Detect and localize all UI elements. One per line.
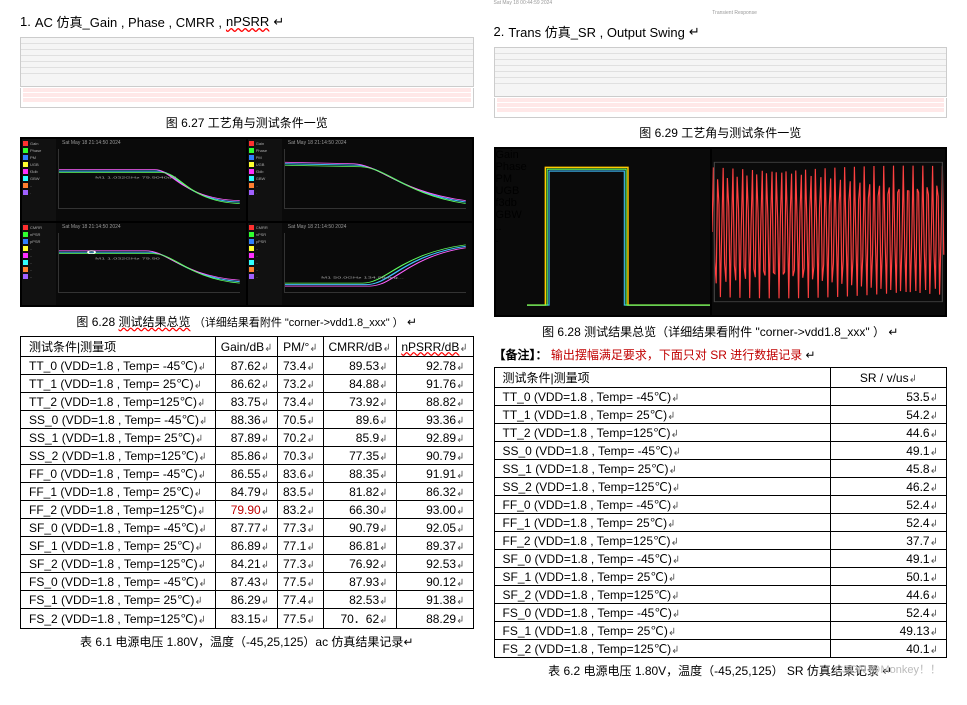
sim-panel-right: GainPhasePMUGBf3dbGBW... Sat May 18 00:4… <box>494 147 948 317</box>
param-pinkbar-right <box>494 98 948 118</box>
table-row: SS_1 (VDD=1.8 , Temp= 25℃)↲45.8↲ <box>494 460 947 478</box>
svg-text:M1 1.032GHz 79.90: M1 1.032GHz 79.90 <box>95 257 160 260</box>
table-row: SS_2 (VDD=1.8 , Temp=125℃)↲46.2↲ <box>494 478 947 496</box>
table-row: FF_0 (VDD=1.8 , Temp= -45℃)↲86.55↲83.6↲8… <box>21 465 474 483</box>
th-sr: SR / v/us↲ <box>830 368 946 388</box>
th-cmrr: CMRR/dB↲ <box>323 337 396 357</box>
ret-icon: ↵ <box>806 348 816 362</box>
table-row: SF_1 (VDD=1.8 , Temp= 25℃)↲86.89↲77.1↲86… <box>21 537 474 555</box>
plot-cmrr: CMRRnPSRpPSR.......... Sat May 18 21:14:… <box>22 223 246 305</box>
ret-icon: ↵ <box>689 24 700 40</box>
cap-paren: （详细结果看附件 "corner->vdd1.8_xxx" ） <box>194 317 404 329</box>
param-table-thumb-left <box>20 37 474 87</box>
plot-title: Transient Response <box>712 10 757 16</box>
table-row: TT_2 (VDD=1.8 , Temp=125℃)↲44.6↲ <box>494 424 947 442</box>
heading-text: AC 仿真_Gain , Phase , CMRR , <box>35 12 222 31</box>
table-row: TT_0 (VDD=1.8 , Temp= -45℃)↲87.62↲73.4↲8… <box>21 357 474 375</box>
table-row: SF_2 (VDD=1.8 , Temp=125℃)↲84.21↲77.3↲76… <box>21 555 474 573</box>
table-row: FS_2 (VDD=1.8 , Temp=125℃)↲40.1↲ <box>494 640 947 658</box>
th-gain: Gain/dB↲ <box>216 337 278 357</box>
right-column: 2. Trans 仿真_SR , Output Swing ↵ 图 6.29 工… <box>494 8 948 679</box>
table-row: SF_0 (VDD=1.8 , Temp= -45℃)↲49.1↲ <box>494 550 947 568</box>
left-table-caption: 表 6.1 电源电压 1.80V，温度（-45,25,125）ac 仿真结果记录… <box>20 633 474 650</box>
caption-628-left: 图 6.28 测试结果总览 （详细结果看附件 "corner->vdd1.8_x… <box>20 313 474 330</box>
caption-627: 图 6.27 工艺角与测试条件一览 <box>20 114 474 131</box>
table-row: TT_2 (VDD=1.8 , Temp=125℃)↲83.75↲73.4↲73… <box>21 393 474 411</box>
table-row: TT_1 (VDD=1.8 , Temp= 25℃)↲54.2↲ <box>494 406 947 424</box>
plot-sr: GainPhasePMUGBf3dbGBW... Sat May 18 00:4… <box>496 149 711 315</box>
heading-wavy: nPSRR <box>226 14 269 29</box>
plot-title: Sat May 18 00:44:59 2024 <box>494 0 553 6</box>
th-npsrr: nPSRR/dB↲ <box>396 337 473 357</box>
th-cond: 测试条件|测量项 <box>494 368 830 388</box>
th-pm: PM/°↲ <box>278 337 324 357</box>
left-column: 1. AC 仿真_Gain , Phase , CMRR , nPSRR ↵ 图… <box>20 8 474 679</box>
table-row: SF_2 (VDD=1.8 , Temp=125℃)↲44.6↲ <box>494 586 947 604</box>
table-row: FS_2 (VDD=1.8 , Temp=125℃)↲83.15↲77.5↲70… <box>21 609 474 629</box>
cap-num: 图 6.28 <box>76 315 115 329</box>
table-row: SS_1 (VDD=1.8 , Temp= 25℃)↲87.89↲70.2↲85… <box>21 429 474 447</box>
cap-main: 测试结果总览 <box>118 315 190 329</box>
heading-num: 2. <box>494 24 505 39</box>
beizhu-line: 【备注】： 输出摆幅满足要求，下面只对 SR 进行数据记录 ↵ <box>494 346 948 363</box>
cap-num: 图 6.28 <box>542 325 581 339</box>
svg-text:M1 50.0GHz 134.98deg...: M1 50.0GHz 134.98deg... <box>321 277 404 280</box>
heading-ret: ↵ <box>273 14 284 30</box>
right-results-table: 测试条件|测量项 SR / v/us↲ TT_0 (VDD=1.8 , Temp… <box>494 367 948 658</box>
beizhu-label: 【备注】： <box>494 348 548 362</box>
plot-npsrr: CMRRnPSRpPSR.......... Sat May 18 21:14:… <box>248 223 472 305</box>
param-table-thumb-right <box>494 47 948 97</box>
table-row: SF_0 (VDD=1.8 , Temp= -45℃)↲87.77↲77.3↲9… <box>21 519 474 537</box>
table-row: FF_2 (VDD=1.8 , Temp=125℃)↲79.90↲83.2↲66… <box>21 501 474 519</box>
plot-swing: Transient Response <box>712 149 945 315</box>
table-row: SS_2 (VDD=1.8 , Temp=125℃)↲85.86↲70.3↲77… <box>21 447 474 465</box>
plot-gain: GainPhasePMUGBf3dbGBW... Sat May 18 21:1… <box>22 139 246 221</box>
plot-title: Sat May 18 21:14:50 2024 <box>62 140 121 146</box>
ret-icon: ↵ <box>888 325 898 339</box>
caption-628-right: 图 6.28 测试结果总览（详细结果看附件 "corner->vdd1.8_xx… <box>494 323 948 340</box>
table-row: FF_1 (VDD=1.8 , Temp= 25℃)↲84.79↲83.5↲81… <box>21 483 474 501</box>
table-row: FF_0 (VDD=1.8 , Temp= -45℃)↲52.4↲ <box>494 496 947 514</box>
left-heading: 1. AC 仿真_Gain , Phase , CMRR , nPSRR ↵ <box>20 12 474 31</box>
heading-text: Trans 仿真_SR , Output Swing <box>508 22 685 41</box>
plot-phase: GainPhasePMUGBf3dbGBW... Sat May 18 21:1… <box>248 139 472 221</box>
table-row: TT_1 (VDD=1.8 , Temp= 25℃)↲86.62↲73.2↲84… <box>21 375 474 393</box>
plot-title: Sat May 18 21:14:50 2024 <box>288 140 347 146</box>
param-pinkbar-left <box>20 88 474 108</box>
table-row: TT_0 (VDD=1.8 , Temp= -45℃)↲53.5↲ <box>494 388 947 406</box>
ret-icon: ↵ <box>407 315 417 329</box>
caption-629: 图 6.29 工艺角与测试条件一览 <box>494 124 948 141</box>
right-heading: 2. Trans 仿真_SR , Output Swing ↵ <box>494 22 948 41</box>
th-cond: 测试条件|测量项 <box>21 337 216 357</box>
heading-num: 1. <box>20 14 31 29</box>
table-row: FS_0 (VDD=1.8 , Temp= -45℃)↲52.4↲ <box>494 604 947 622</box>
table-row: SS_0 (VDD=1.8 , Temp= -45℃)↲49.1↲ <box>494 442 947 460</box>
table-row: FS_1 (VDD=1.8 , Temp= 25℃)↲86.29↲77.4↲82… <box>21 591 474 609</box>
table-row: SF_1 (VDD=1.8 , Temp= 25℃)↲50.1↲ <box>494 568 947 586</box>
cap-main: 测试结果总览（详细结果看附件 "corner->vdd1.8_xxx" ） <box>584 325 885 339</box>
table-row: FF_2 (VDD=1.8 , Temp=125℃)↲37.7↲ <box>494 532 947 550</box>
beizhu-text: 输出摆幅满足要求，下面只对 SR 进行数据记录 <box>551 348 802 362</box>
sim-panel-left: GainPhasePMUGBf3dbGBW... Sat May 18 21:1… <box>20 137 474 307</box>
marker: M1 1.032GHz 79.9040dB <box>95 176 177 179</box>
plot-title: Sat May 18 21:14:50 2024 <box>288 224 347 230</box>
table-row: FS_1 (VDD=1.8 , Temp= 25℃)↲49.13↲ <box>494 622 947 640</box>
plot-title: Sat May 18 21:14:50 2024 <box>62 224 121 230</box>
left-results-table: 测试条件|测量项 Gain/dB↲ PM/°↲ CMRR/dB↲ nPSRR/d… <box>20 336 474 629</box>
table-row: FS_0 (VDD=1.8 , Temp= -45℃)↲87.43↲77.5↲8… <box>21 573 474 591</box>
table-row: FF_1 (VDD=1.8 , Temp= 25℃)↲52.4↲ <box>494 514 947 532</box>
watermark: CSDN @Monkey！！ <box>835 661 941 677</box>
table-row: SS_0 (VDD=1.8 , Temp= -45℃)↲88.36↲70.5↲8… <box>21 411 474 429</box>
